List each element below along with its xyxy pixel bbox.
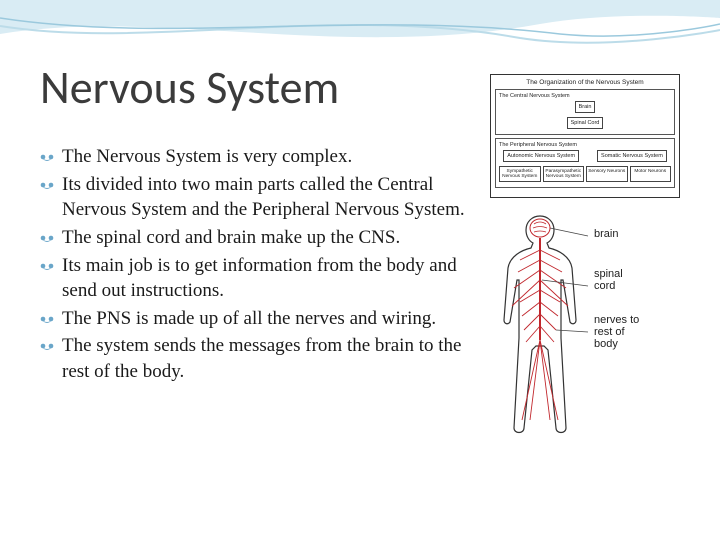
org-cns-label: The Central Nervous System <box>499 93 671 99</box>
content-row: The Nervous System is very complex. Its … <box>40 144 680 440</box>
org-diagram-title: The Organization of the Nervous System <box>495 79 675 86</box>
body-figure <box>490 210 590 440</box>
body-diagram: brain spinalcord nerves torest ofbody <box>490 210 680 440</box>
label-brain: brain <box>594 228 639 240</box>
org-box-sensory: Sensory Neurons <box>586 166 628 182</box>
label-spinal: spinalcord <box>594 268 639 292</box>
bullet-list: The Nervous System is very complex. Its … <box>40 144 478 440</box>
organization-diagram: The Organization of the Nervous System T… <box>490 74 680 198</box>
org-box-parasympathetic: Parasympathetic Nervous System <box>543 166 585 182</box>
org-box-sympathetic: Sympathetic Nervous System <box>499 166 541 182</box>
org-box-somatic: Somatic Nervous System <box>597 150 667 162</box>
right-column: The Organization of the Nervous System T… <box>490 74 680 440</box>
label-nerves: nerves torest ofbody <box>594 314 639 350</box>
bullet-item: Its main job is to get information from … <box>40 253 478 304</box>
bullet-item: The system sends the messages from the b… <box>40 333 478 384</box>
org-box-brain: Brain <box>575 101 596 113</box>
org-pns-section: The Peripheral Nervous System Autonomic … <box>495 138 675 188</box>
org-pns-label: The Peripheral Nervous System <box>499 142 671 148</box>
body-labels: brain spinalcord nerves torest ofbody <box>594 210 639 350</box>
org-box-spinal: Spinal Cord <box>567 117 604 129</box>
bullet-item: The PNS is made up of all the nerves and… <box>40 306 478 332</box>
org-box-autonomic: Autonomic Nervous System <box>503 150 579 162</box>
slide: Nervous System The Nervous System is ver… <box>0 0 720 540</box>
bullet-item: The Nervous System is very complex. <box>40 144 478 170</box>
bullet-item: The spinal cord and brain make up the CN… <box>40 225 478 251</box>
bullet-item: Its divided into two main parts called t… <box>40 172 478 223</box>
org-box-motor: Motor Neurons <box>630 166 672 182</box>
org-cns-section: The Central Nervous System Brain Spinal … <box>495 89 675 135</box>
